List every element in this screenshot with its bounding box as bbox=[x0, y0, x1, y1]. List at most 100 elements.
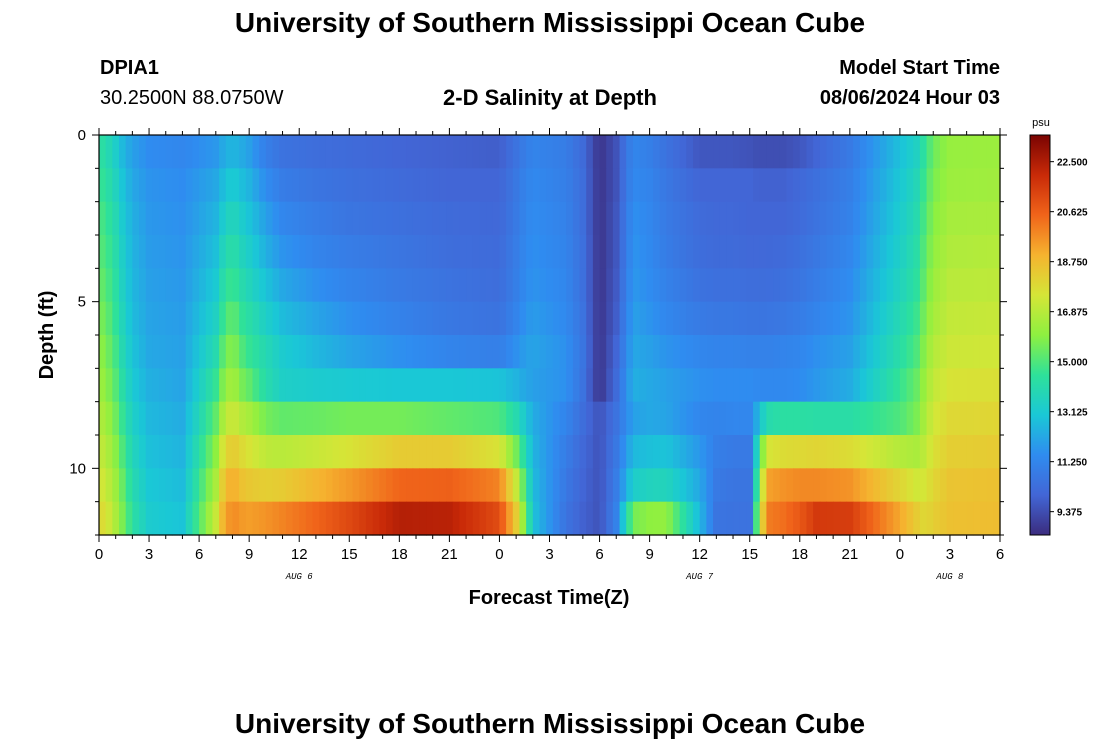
heatmap-cell bbox=[439, 235, 447, 269]
heatmap-cell bbox=[305, 168, 314, 203]
heatmap-cell bbox=[345, 435, 354, 469]
heatmap-cell bbox=[379, 435, 387, 469]
heatmap-cell bbox=[746, 501, 754, 536]
heatmap-cell bbox=[786, 501, 794, 536]
heatmap-cell bbox=[873, 401, 881, 436]
heatmap-cell bbox=[979, 401, 988, 436]
heatmap-cell bbox=[739, 135, 747, 169]
heatmap-cell bbox=[125, 401, 133, 436]
heatmap-cell bbox=[152, 468, 160, 503]
heatmap-cell bbox=[392, 435, 400, 469]
heatmap-cell bbox=[933, 335, 941, 369]
heatmap-cell bbox=[125, 135, 133, 169]
heatmap-cell bbox=[572, 335, 581, 369]
heatmap-cell bbox=[959, 168, 968, 203]
heatmap-cell bbox=[919, 468, 928, 503]
heatmap-cell bbox=[192, 201, 200, 236]
heatmap-cell bbox=[606, 301, 614, 336]
heatmap-cell bbox=[572, 168, 581, 203]
heatmap-cell bbox=[833, 301, 841, 336]
heatmap-cell bbox=[713, 268, 721, 303]
heatmap-cell bbox=[159, 301, 167, 336]
heatmap-cell bbox=[913, 501, 921, 536]
heatmap-cell bbox=[579, 135, 587, 169]
heatmap-cell bbox=[899, 401, 908, 436]
heatmap-cell bbox=[199, 501, 207, 536]
heatmap-cell bbox=[819, 301, 828, 336]
heatmap-cell bbox=[325, 401, 334, 436]
heatmap-cell bbox=[452, 201, 460, 236]
heatmap-cell bbox=[959, 268, 968, 303]
heatmap-cell bbox=[379, 401, 387, 436]
heatmap-cell bbox=[699, 135, 707, 169]
heatmap-cell bbox=[265, 435, 274, 469]
heatmap-cell bbox=[119, 401, 127, 436]
heatmap-cell bbox=[132, 135, 140, 169]
heatmap-cell bbox=[806, 268, 814, 303]
heatmap-cell bbox=[492, 235, 501, 269]
heatmap-cell bbox=[119, 135, 127, 169]
heatmap-cell bbox=[119, 501, 127, 536]
heatmap-cell bbox=[652, 401, 661, 436]
heatmap-cell bbox=[686, 201, 694, 236]
heatmap-cell bbox=[793, 335, 801, 369]
heatmap-cell bbox=[292, 335, 300, 369]
heatmap-cell bbox=[739, 401, 747, 436]
heatmap-cell bbox=[699, 335, 707, 369]
heatmap-cell bbox=[626, 135, 634, 169]
heatmap-cell bbox=[272, 468, 280, 503]
heatmap-cell bbox=[145, 235, 153, 269]
heatmap-cell bbox=[873, 168, 881, 203]
heatmap-cell bbox=[252, 501, 260, 536]
heatmap-cell bbox=[692, 401, 701, 436]
heatmap-cell bbox=[726, 135, 734, 169]
heatmap-cell bbox=[753, 268, 761, 303]
heatmap-cell bbox=[933, 301, 941, 336]
heatmap-cell bbox=[666, 135, 674, 169]
heatmap-cell bbox=[906, 501, 914, 536]
heatmap-cell bbox=[492, 401, 501, 436]
heatmap-cell bbox=[973, 135, 981, 169]
heatmap-cell bbox=[245, 135, 254, 169]
heatmap-cell bbox=[446, 368, 454, 403]
heatmap-cell bbox=[759, 368, 767, 403]
heatmap-cell bbox=[879, 368, 888, 403]
x-tick-label: 21 bbox=[841, 546, 858, 563]
heatmap-cell bbox=[219, 468, 227, 503]
heatmap-cell bbox=[806, 235, 814, 269]
heatmap-cell bbox=[212, 201, 220, 236]
heatmap-cell bbox=[352, 468, 360, 503]
heatmap-cell bbox=[986, 335, 994, 369]
heatmap-cell bbox=[359, 268, 367, 303]
heatmap-cell bbox=[532, 201, 541, 236]
heatmap-cell bbox=[559, 501, 567, 536]
heatmap-cell bbox=[619, 401, 627, 436]
heatmap-cell bbox=[779, 235, 788, 269]
heatmap-cell bbox=[205, 368, 214, 403]
heatmap-cell bbox=[379, 501, 387, 536]
heatmap-cell bbox=[639, 468, 647, 503]
heatmap-cell bbox=[779, 501, 788, 536]
heatmap-cell bbox=[252, 368, 260, 403]
heatmap-cell bbox=[726, 268, 734, 303]
heatmap-cell bbox=[486, 201, 494, 236]
heatmap-cell bbox=[152, 301, 160, 336]
heatmap-cell bbox=[265, 335, 274, 369]
heatmap-cell bbox=[779, 168, 788, 203]
heatmap-cell bbox=[833, 235, 841, 269]
heatmap-cell bbox=[365, 368, 374, 403]
heatmap-cell bbox=[839, 201, 848, 236]
heatmap-cell bbox=[512, 335, 521, 369]
heatmap-cell bbox=[833, 501, 841, 536]
heatmap-cell bbox=[385, 335, 394, 369]
heatmap-cell bbox=[519, 301, 527, 336]
heatmap-cell bbox=[566, 368, 574, 403]
heatmap-cell bbox=[479, 135, 487, 169]
heatmap-cell bbox=[859, 135, 868, 169]
heatmap-cell bbox=[185, 201, 194, 236]
heatmap-cell bbox=[259, 435, 267, 469]
heatmap-cell bbox=[572, 468, 581, 503]
heatmap-cell bbox=[239, 201, 247, 236]
heatmap-cell bbox=[172, 135, 180, 169]
heatmap-cell bbox=[492, 268, 501, 303]
